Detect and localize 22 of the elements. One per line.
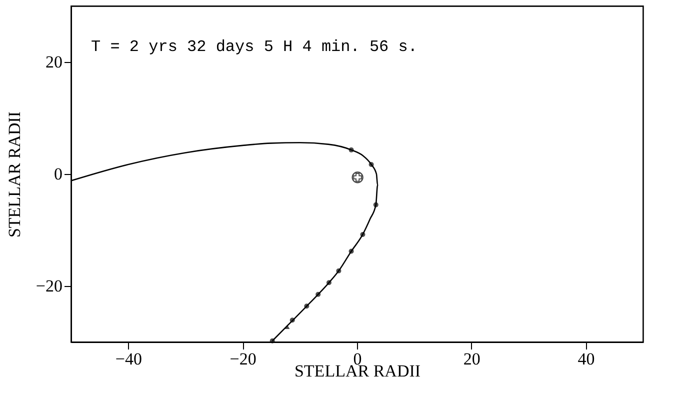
point [373, 202, 378, 208]
point [290, 318, 295, 323]
x-tick-label: −20 [230, 350, 256, 368]
y-tick-label: 20 [46, 52, 62, 72]
point [360, 232, 366, 237]
point [336, 268, 342, 274]
x-tick-label: 20 [463, 350, 480, 368]
point [284, 324, 290, 330]
point [304, 304, 310, 309]
x-tick-label: 40 [578, 350, 595, 368]
y-axis-title: STELLAR RADII [4, 111, 24, 238]
point [348, 248, 354, 254]
point [326, 280, 332, 286]
point [368, 162, 374, 167]
point [352, 172, 364, 184]
y-tick-label: −20 [36, 276, 62, 296]
point [270, 338, 275, 344]
point [348, 147, 354, 152]
annotation: T = 2 yrs 32 days 5 H 4 min. 56 s. [91, 38, 418, 56]
x-tick-label: −40 [115, 350, 142, 368]
point [316, 292, 321, 297]
y-tick-label: 0 [54, 164, 62, 184]
